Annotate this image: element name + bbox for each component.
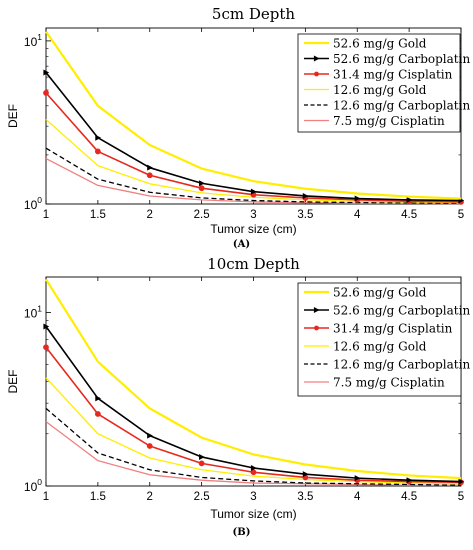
data-point: [43, 323, 50, 330]
series-line-0: [45, 278, 462, 480]
legend-label: 7.5 mg/g Cisplatin: [333, 114, 445, 128]
chart-title: 5cm Depth: [212, 5, 295, 23]
y-tick-label: 101: [24, 32, 42, 49]
data-point: [354, 195, 361, 202]
series-line-4: [45, 147, 462, 204]
x-tick-label: 3.5: [297, 491, 313, 503]
x-tick-label: 1: [43, 209, 49, 221]
data-point: [43, 344, 49, 351]
legend-box: [297, 282, 462, 397]
data-point: [354, 475, 361, 482]
legend-marker: [314, 325, 319, 331]
x-tick-label: 2: [147, 491, 153, 503]
x-tick-label: 1: [43, 491, 49, 503]
x-axis-label: Tumor size (cm): [210, 507, 296, 521]
data-point: [250, 464, 257, 471]
y-tick-label: 100: [24, 477, 42, 494]
data-point: [406, 196, 413, 203]
series-line-4: [45, 407, 462, 486]
data-point: [458, 478, 465, 485]
legend-marker: [313, 55, 320, 62]
legend-label: 52.6 mg/g Gold: [333, 37, 427, 51]
y-tick-exponent: 1: [37, 32, 42, 42]
data-point: [146, 172, 153, 179]
series-line-0: [45, 30, 462, 200]
x-axis-label: Tumor size (cm): [210, 222, 296, 236]
legend-label: 52.6 mg/g Gold: [333, 286, 427, 300]
data-point: [250, 188, 257, 195]
y-tick-exponent: 1: [37, 303, 42, 313]
legend-label: 52.6 mg/g Carboplatin: [333, 52, 470, 66]
data-point: [43, 89, 49, 96]
y-tick-exponent: 0: [37, 195, 42, 205]
data-point: [199, 453, 205, 460]
y-tick-exponent: 0: [37, 477, 42, 487]
legend-label: 31.4 mg/g Cisplatin: [333, 322, 453, 336]
legend-label: 7.5 mg/g Cisplatin: [333, 376, 445, 390]
data-point: [94, 411, 101, 417]
x-tick-label: 5: [458, 209, 464, 221]
data-point: [250, 469, 257, 476]
chart-title: 10cm Depth: [207, 255, 300, 273]
x-tick-label: 4.5: [401, 491, 417, 503]
x-tick-label: 2.5: [194, 491, 210, 503]
legend: 52.6 mg/g Gold 52.6 mg/g Carboplatin 31.4 …: [297, 282, 470, 397]
y-tick-base: 10: [24, 480, 38, 494]
legend-label: 12.6 mg/g Gold: [333, 340, 427, 354]
data-point: [95, 395, 102, 402]
y-tick-base: 10: [24, 198, 38, 212]
data-point: [43, 69, 50, 76]
legend-label: 52.6 mg/g Carboplatin: [333, 304, 470, 318]
y-tick-label: 101: [24, 303, 42, 320]
x-tick-label: 3: [250, 491, 256, 503]
legend-box: [297, 33, 461, 133]
data-point: [147, 432, 153, 439]
series-line-5: [45, 421, 461, 486]
legend-label: 12.6 mg/g Gold: [333, 83, 427, 97]
x-tick-label: 3: [250, 209, 256, 221]
data-point: [94, 148, 101, 155]
x-tick-label: 5: [458, 491, 464, 503]
panel-caption: (B): [233, 527, 251, 538]
x-tick-label: 2.5: [194, 209, 210, 221]
x-tick-label: 4: [354, 491, 361, 503]
y-tick-label: 100: [24, 195, 42, 212]
x-tick-label: 2: [147, 209, 153, 221]
legend-marker: [314, 71, 319, 77]
data-point: [302, 471, 309, 478]
y-axis-label: DEF: [6, 370, 20, 394]
data-point: [95, 134, 102, 141]
y-tick-base: 10: [24, 35, 38, 49]
data-point: [147, 164, 153, 171]
series-line-3: [45, 377, 462, 485]
x-tick-label: 4.5: [401, 209, 417, 221]
x-tick-label: 4: [354, 209, 361, 221]
x-tick-label: 1.5: [90, 209, 106, 221]
y-axis-label: DEF: [6, 104, 20, 128]
legend-label: 12.6 mg/g Carboplatin: [333, 358, 470, 372]
x-tick-label: 3.5: [297, 209, 313, 221]
panel-caption: (A): [233, 239, 250, 250]
data-point: [198, 460, 205, 467]
legend-label: 12.6 mg/g Carboplatin: [333, 99, 470, 113]
data-point: [406, 477, 413, 484]
x-tick-label: 1.5: [90, 491, 106, 503]
data-point: [146, 443, 153, 449]
data-point: [198, 185, 205, 192]
data-point: [302, 192, 309, 199]
y-tick-base: 10: [24, 306, 38, 320]
legend-marker: [313, 307, 320, 313]
legend-label: 31.4 mg/g Cisplatin: [333, 68, 453, 82]
data-point: [199, 180, 205, 187]
